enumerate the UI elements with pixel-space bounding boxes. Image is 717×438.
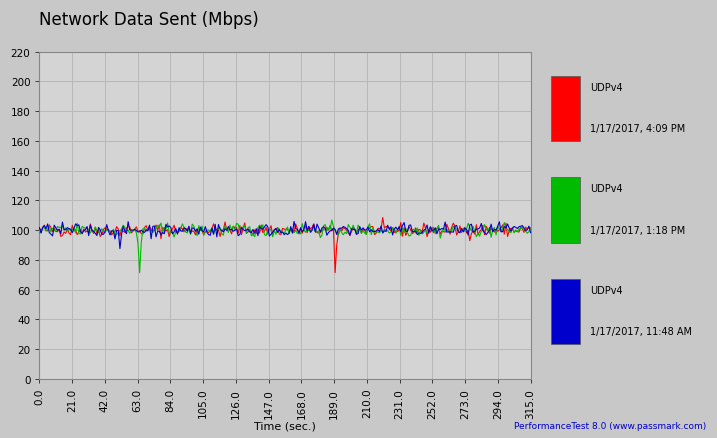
Text: 1/17/2017, 1:18 PM: 1/17/2017, 1:18 PM [590,225,685,235]
Bar [551,279,580,344]
Text: 1/17/2017, 4:09 PM: 1/17/2017, 4:09 PM [590,124,685,134]
X-axis label: Time (sec.): Time (sec.) [254,420,316,430]
Text: PerformanceTest 8.0 (www.passmark.com): PerformanceTest 8.0 (www.passmark.com) [514,421,706,430]
Bar [551,76,580,142]
Text: UDPv4: UDPv4 [590,285,623,295]
Text: UDPv4: UDPv4 [590,184,623,194]
Text: 1/17/2017, 11:48 AM: 1/17/2017, 11:48 AM [590,327,692,336]
Text: UDPv4: UDPv4 [590,82,623,92]
Bar [551,178,580,243]
Text: Network Data Sent (Mbps): Network Data Sent (Mbps) [39,11,259,28]
